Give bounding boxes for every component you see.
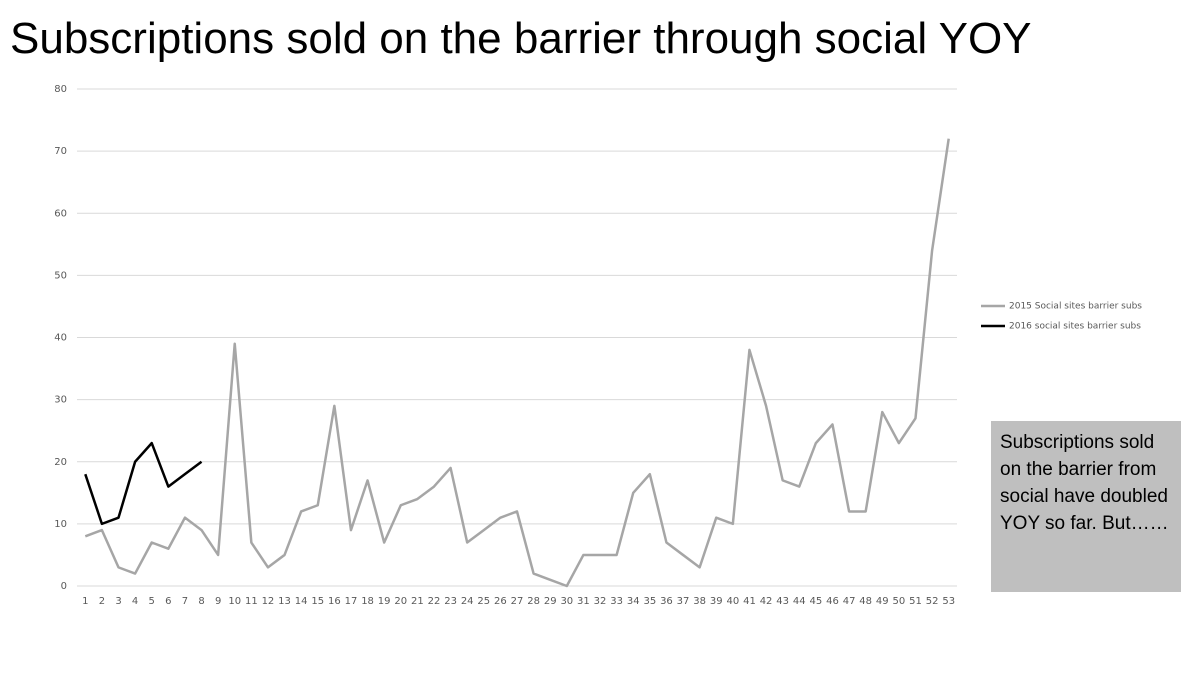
x-tick-label: 5 bbox=[149, 596, 155, 607]
x-tick-label: 41 bbox=[743, 596, 756, 607]
y-tick-label: 50 bbox=[54, 270, 67, 281]
x-tick-label: 31 bbox=[577, 596, 590, 607]
x-tick-label: 18 bbox=[361, 596, 374, 607]
x-tick-label: 14 bbox=[295, 596, 308, 607]
x-tick-label: 33 bbox=[610, 596, 623, 607]
x-tick-label: 50 bbox=[893, 596, 906, 607]
x-tick-label: 37 bbox=[677, 596, 690, 607]
x-tick-label: 34 bbox=[627, 596, 640, 607]
x-tick-label: 48 bbox=[859, 596, 872, 607]
x-tick-label: 16 bbox=[328, 596, 341, 607]
x-tick-label: 9 bbox=[215, 596, 221, 607]
x-tick-label: 38 bbox=[693, 596, 706, 607]
x-tick-label: 8 bbox=[198, 596, 204, 607]
series-line bbox=[84, 138, 950, 588]
x-tick-label: 51 bbox=[909, 596, 922, 607]
x-tick-label: 13 bbox=[278, 596, 291, 607]
x-tick-label: 45 bbox=[810, 596, 823, 607]
y-tick-label: 40 bbox=[54, 333, 67, 344]
x-tick-label: 36 bbox=[660, 596, 673, 607]
x-tick-label: 22 bbox=[428, 596, 441, 607]
x-tick-label: 7 bbox=[182, 596, 188, 607]
x-tick-label: 46 bbox=[826, 596, 839, 607]
x-tick-label: 32 bbox=[594, 596, 607, 607]
series-line bbox=[84, 441, 203, 526]
y-tick-label: 10 bbox=[54, 519, 67, 530]
x-tick-label: 12 bbox=[262, 596, 275, 607]
x-tick-label: 24 bbox=[461, 596, 474, 607]
x-tick-label: 21 bbox=[411, 596, 424, 607]
x-tick-label: 20 bbox=[394, 596, 407, 607]
x-tick-label: 39 bbox=[710, 596, 723, 607]
x-tick-label: 26 bbox=[494, 596, 507, 607]
x-tick-label: 35 bbox=[643, 596, 656, 607]
legend-label: 2016 social sites barrier subs bbox=[1009, 322, 1141, 332]
x-tick-label: 6 bbox=[165, 596, 171, 607]
x-tick-label: 11 bbox=[245, 596, 258, 607]
x-tick-label: 10 bbox=[228, 596, 241, 607]
x-tick-label: 19 bbox=[378, 596, 391, 607]
annotation: Subscriptions sold on the barrier from s… bbox=[991, 421, 1181, 592]
x-tick-label: 42 bbox=[760, 596, 773, 607]
y-tick-label: 30 bbox=[54, 395, 67, 406]
x-tick-label: 15 bbox=[311, 596, 324, 607]
x-tick-label: 53 bbox=[942, 596, 955, 607]
y-tick-label: 70 bbox=[54, 146, 67, 157]
x-tick-label: 27 bbox=[511, 596, 524, 607]
x-tick-label: 2 bbox=[99, 596, 105, 607]
x-tick-label: 40 bbox=[726, 596, 739, 607]
chart-title: Subscriptions sold on the barrier throug… bbox=[10, 14, 1032, 63]
x-tick-label: 44 bbox=[793, 596, 806, 607]
y-tick-label: 80 bbox=[54, 84, 67, 95]
x-tick-label: 25 bbox=[477, 596, 490, 607]
x-tick-label: 23 bbox=[444, 596, 457, 607]
y-tick-label: 60 bbox=[54, 208, 67, 219]
x-tick-label: 52 bbox=[926, 596, 939, 607]
x-tick-label: 3 bbox=[115, 596, 121, 607]
x-tick-label: 1 bbox=[82, 596, 88, 607]
x-tick-label: 29 bbox=[544, 596, 557, 607]
x-tick-label: 17 bbox=[345, 596, 358, 607]
x-tick-label: 4 bbox=[132, 596, 138, 607]
x-tick-label: 49 bbox=[876, 596, 889, 607]
x-tick-label: 30 bbox=[560, 596, 573, 607]
y-tick-label: 0 bbox=[61, 581, 67, 592]
x-tick-label: 47 bbox=[843, 596, 856, 607]
x-tick-label: 28 bbox=[527, 596, 540, 607]
legend-label: 2015 Social sites barrier subs bbox=[1009, 302, 1142, 312]
x-tick-label: 43 bbox=[776, 596, 789, 607]
y-tick-label: 20 bbox=[54, 457, 67, 468]
